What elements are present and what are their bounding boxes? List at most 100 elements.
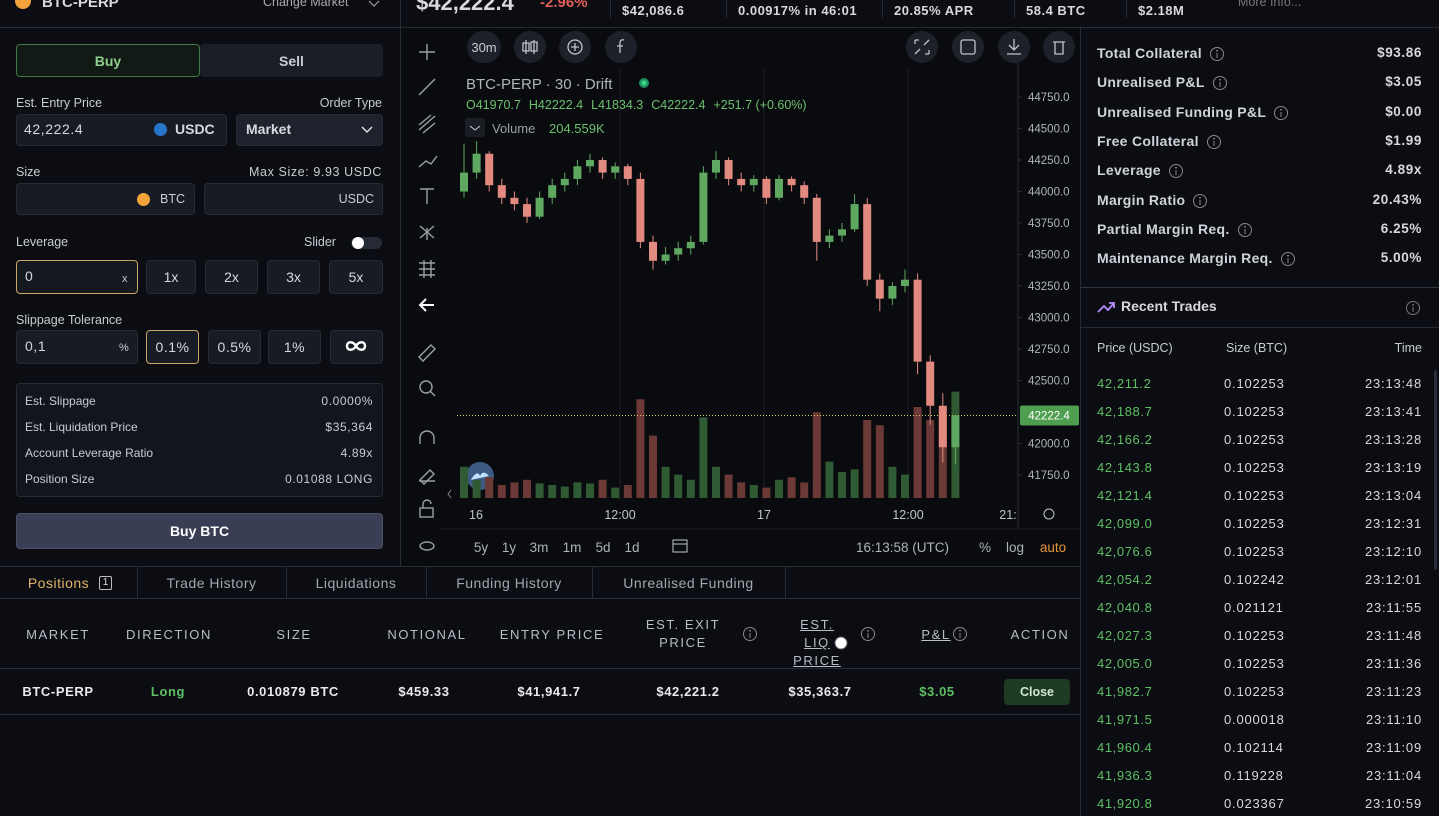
stat-label: Unrealised P&L xyxy=(1097,74,1205,91)
divider xyxy=(592,567,593,598)
volume-bar xyxy=(560,486,569,498)
range-button[interactable]: 1d xyxy=(624,540,639,555)
price-chart: 30m BTC-PERP · 30 · Drift O41970.7 H42222.4… xyxy=(401,28,1080,566)
trade-price: 42,005.0 xyxy=(1097,656,1153,671)
sell-tab[interactable]: Sell xyxy=(200,44,383,77)
summary-label: Est. Liquidation Price xyxy=(25,420,138,434)
buy-tab[interactable]: Buy xyxy=(16,44,200,77)
close-button[interactable]: Close xyxy=(1004,679,1070,705)
trade-price: 41,971.5 xyxy=(1097,712,1153,727)
candle-body xyxy=(712,159,720,173)
range-button[interactable]: 1y xyxy=(502,540,517,555)
slippage-option[interactable]: 0.1% xyxy=(146,330,199,364)
table-cell: $459.33 xyxy=(398,684,450,699)
info-icon[interactable] xyxy=(860,626,876,642)
scale-option[interactable]: auto xyxy=(1040,540,1066,555)
stat-label: Unrealised Funding P&L xyxy=(1097,103,1267,120)
range-button[interactable]: 5d xyxy=(595,540,610,555)
slippage-input[interactable] xyxy=(16,330,138,364)
infinity-icon xyxy=(345,341,367,351)
volume-bar xyxy=(787,477,796,498)
scale-option[interactable]: log xyxy=(1006,540,1024,555)
info-icon[interactable] xyxy=(1209,46,1225,62)
position-tab[interactable]: Positions xyxy=(27,574,90,591)
size-label: Size xyxy=(16,165,41,179)
volume-bar xyxy=(901,474,909,498)
toolbar-icons xyxy=(522,39,1065,55)
trade-time: 23:13:28 xyxy=(1364,432,1422,447)
stat-value: $3.05 xyxy=(1385,74,1422,90)
slippage-label: Slippage Tolerance xyxy=(16,313,123,327)
chart-toolbar[interactable] xyxy=(467,31,1075,63)
candle-body xyxy=(586,159,594,167)
divider xyxy=(426,567,427,598)
summary-label: Account Leverage Ratio xyxy=(25,446,154,460)
info-icon[interactable] xyxy=(1192,193,1208,209)
volume-bar xyxy=(712,466,720,498)
divider xyxy=(785,567,786,598)
divider xyxy=(1081,287,1439,288)
y-tick-label: 44750.0 xyxy=(1028,92,1070,104)
info-icon[interactable] xyxy=(742,626,758,642)
slippage-option[interactable]: 1% xyxy=(268,330,321,364)
submit-button[interactable]: Buy BTC xyxy=(16,513,383,549)
trade-price: 42,027.3 xyxy=(1097,628,1153,643)
candle-body xyxy=(636,178,645,242)
size-btc-input[interactable] xyxy=(16,183,195,215)
info-icon[interactable] xyxy=(1206,134,1222,150)
leverage-option[interactable]: 1x xyxy=(146,260,196,294)
divider xyxy=(1080,28,1081,816)
trade-price: 42,040.8 xyxy=(1097,600,1153,615)
toggle-dot[interactable] xyxy=(834,636,848,650)
range-button[interactable]: 3m xyxy=(530,540,549,555)
change-market[interactable]: Change Market xyxy=(263,0,349,9)
info-icon[interactable] xyxy=(1237,222,1253,238)
volume-bar xyxy=(586,483,594,498)
info-icon[interactable] xyxy=(952,626,968,642)
leverage-option[interactable]: 5x xyxy=(329,260,383,294)
ohlc-value: O41970.7 xyxy=(466,98,521,112)
range-button[interactable]: 1m xyxy=(563,540,582,555)
volume-bar xyxy=(737,482,746,498)
info-icon[interactable] xyxy=(1405,300,1421,316)
scale-option[interactable]: % xyxy=(979,540,991,555)
btc-icon xyxy=(15,0,31,9)
range-button[interactable]: 5y xyxy=(474,540,489,555)
slider-toggle[interactable] xyxy=(350,236,384,250)
order-type-select[interactable] xyxy=(236,114,383,146)
table-header: EST. EXIT PRICE xyxy=(645,617,721,650)
slider-label: Slider xyxy=(304,235,336,249)
leverage-input[interactable] xyxy=(16,260,138,294)
info-icon[interactable] xyxy=(1168,163,1184,179)
market-name[interactable]: BTC-PERP xyxy=(42,0,119,11)
leverage-option[interactable]: 2x xyxy=(205,260,258,294)
chevron xyxy=(361,126,373,134)
x-tick-label: 12:00 xyxy=(604,508,635,522)
position-tab[interactable]: Funding History xyxy=(456,574,562,591)
info-icon[interactable] xyxy=(1273,105,1289,121)
trade-price: 42,188.7 xyxy=(1097,404,1153,419)
volume-bar xyxy=(875,425,884,498)
divider xyxy=(0,566,1080,567)
size-usdc-input[interactable] xyxy=(204,183,383,215)
info-icon[interactable] xyxy=(1212,75,1228,91)
position-tab[interactable]: Liquidations xyxy=(315,574,397,591)
trade-price: 42,166.2 xyxy=(1097,432,1153,447)
candle-body xyxy=(560,178,569,186)
entry-price-input[interactable] xyxy=(16,114,227,146)
position-tab[interactable]: Unrealised Funding xyxy=(623,574,754,591)
trade-size: 0.021121 xyxy=(1224,600,1284,615)
candle-body xyxy=(913,279,922,362)
trade-price: 42,076.6 xyxy=(1097,544,1153,559)
summary-label: Position Size xyxy=(25,472,95,486)
position-tab[interactable]: Trade History xyxy=(166,574,257,591)
candle-body xyxy=(787,178,796,186)
more-info[interactable]: More Info... xyxy=(1238,0,1302,9)
leverage-suffix: x xyxy=(122,273,128,285)
slippage-option[interactable]: 0.5% xyxy=(208,330,261,364)
candle-body xyxy=(825,235,834,242)
info-icon[interactable] xyxy=(1280,251,1296,267)
leverage-option[interactable]: 3x xyxy=(267,260,320,294)
candle-body xyxy=(938,405,947,448)
drawing-tools[interactable] xyxy=(418,44,438,551)
